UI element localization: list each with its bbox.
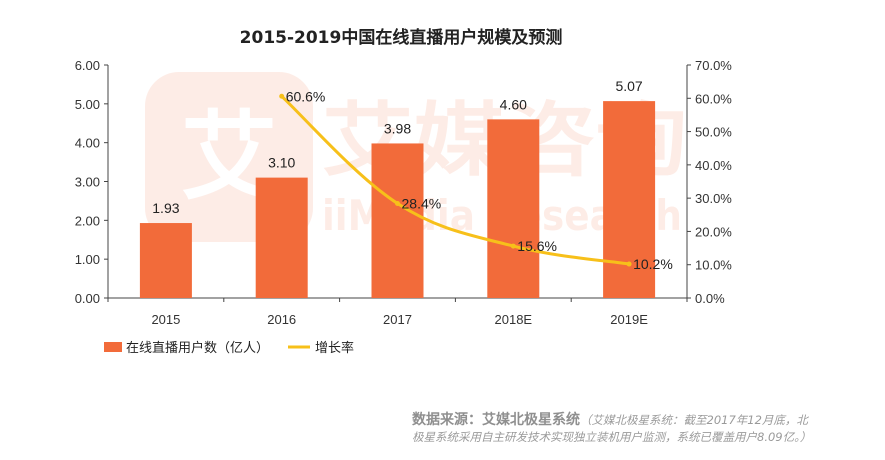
y-left-tick-label: 6.00 xyxy=(75,58,100,73)
bar-value-label: 5.07 xyxy=(615,78,642,94)
legend-label-users: 在线直播用户数（亿人） xyxy=(126,340,269,356)
x-tick-label: 2016 xyxy=(267,312,296,327)
growth-rate-label: 28.4% xyxy=(402,195,442,211)
y-right-tick-label: 20.0% xyxy=(695,224,732,239)
y-right-tick-label: 70.0% xyxy=(695,58,732,73)
y-left-tick-label: 4.00 xyxy=(75,136,100,151)
growth-rate-label: 10.2% xyxy=(633,256,673,272)
x-tick-label: 2019E xyxy=(610,312,648,327)
source-note-part2: 极星系统采用自主研发技术实现独立装机用户监测，系统已覆盖用户8.09亿。） xyxy=(412,430,812,444)
source-heading: 数据来源：艾媒北极星系统 xyxy=(412,412,580,428)
y-right-tick-label: 60.0% xyxy=(695,91,732,106)
bar xyxy=(255,177,308,298)
legend-label-growth: 增长率 xyxy=(315,340,354,356)
legend-swatch-users xyxy=(104,342,122,352)
growth-rate-point xyxy=(510,243,516,249)
growth-rate-line xyxy=(280,94,631,266)
plot-area: 0.00 1.00 2.00 3.00 4.00 5.00 6.00 0.0% 10.0% 20.… xyxy=(75,58,733,327)
chart-title: 2015-2019中国在线直播用户规模及预测 xyxy=(240,27,563,48)
growth-rate-label: 15.6% xyxy=(517,238,557,254)
y-right-tick-label: 10.0% xyxy=(695,258,732,273)
bar-value-label: 3.10 xyxy=(268,155,295,171)
source-note-part1: （艾媒北极星系统：截至2017年12月底，北 xyxy=(580,413,808,427)
legend: 在线直播用户数（亿人） 增长率 xyxy=(104,340,354,356)
bar-value-label: 1.93 xyxy=(152,200,179,216)
y-left-tick-label: 2.00 xyxy=(75,213,100,228)
y-right-tick-label: 50.0% xyxy=(695,125,732,140)
growth-rate-label: 60.6% xyxy=(286,88,326,104)
x-tick-label: 2018E xyxy=(495,312,533,327)
growth-rate-point xyxy=(279,93,285,99)
growth-rate-point xyxy=(626,261,632,267)
x-tick-label: 2015 xyxy=(151,312,180,327)
y-left-tick-label: 5.00 xyxy=(75,97,100,112)
y-left-tick-label: 0.00 xyxy=(75,291,100,306)
bar-value-label: 3.98 xyxy=(384,120,411,136)
y-left-tick-label: 1.00 xyxy=(75,252,100,267)
source-note: 数据来源：艾媒北极星系统（艾媒北极星系统：截至2017年12月底，北 极星系统采… xyxy=(412,412,852,446)
growth-rate-point xyxy=(395,200,400,206)
x-tick-label: 2017 xyxy=(383,312,412,327)
bar-value-label: 4.60 xyxy=(500,96,527,112)
bar xyxy=(139,223,192,298)
bar xyxy=(371,143,424,298)
y-right-tick-label: 30.0% xyxy=(695,191,732,206)
y-left-tick-label: 3.00 xyxy=(75,175,100,190)
bar xyxy=(487,119,540,298)
y-right-tick-label: 0.0% xyxy=(695,291,725,306)
y-right-tick-label: 40.0% xyxy=(695,158,732,173)
